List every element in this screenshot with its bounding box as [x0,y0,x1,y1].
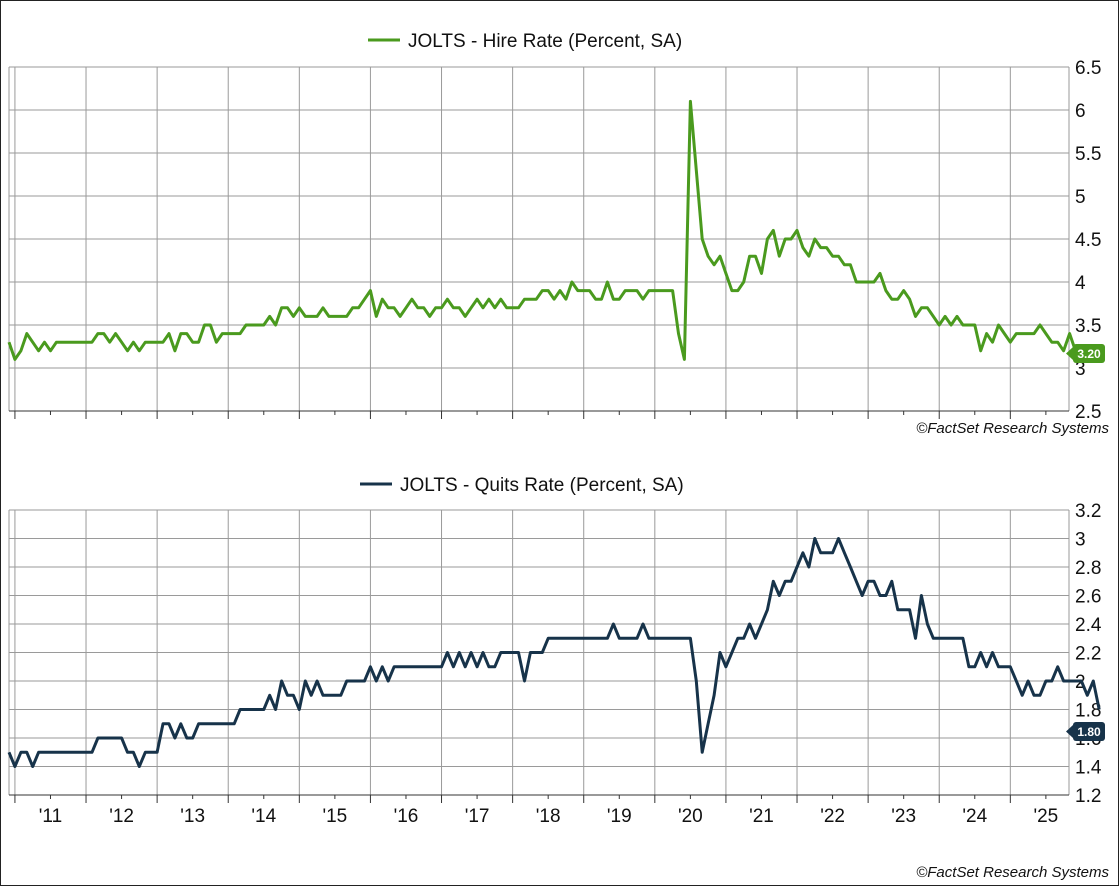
quits-rate-plot [7,537,1101,768]
legend-label-quits-rate: JOLTS - Quits Rate (Percent, SA) [400,475,684,496]
x-tick-label: '22 [820,806,845,827]
y-tick-label: 4.5 [1075,230,1101,251]
x-tick-label: '21 [749,806,774,827]
x-tick-label: '16 [394,806,419,827]
y-tick-label: 1.8 [1075,701,1101,722]
y-tick-label: 1.2 [1075,786,1101,807]
hire-rate-last-value-badge: 3.20 [1066,344,1105,363]
y-tick-label: 3 [1075,359,1086,380]
hire-rate-panel: JOLTS - Hire Rate (Percent, SA) 2.5 3 3.5 4… [7,31,1109,437]
x-tick-label: '19 [607,806,632,827]
y-tick-label: 5 [1075,187,1086,208]
x-tick-label: '20 [678,806,703,827]
x-tick-label: '23 [891,806,916,827]
quits-rate-last-value: 1.80 [1077,725,1101,739]
x-tick-label: '11 [39,806,62,827]
y-tick-label: 2.2 [1075,644,1101,665]
y-tick-label: 3.2 [1075,501,1101,522]
y-tick-label: 5.5 [1075,144,1101,165]
y-tick-label: 6.5 [1075,58,1101,79]
legend-label-hire-rate: JOLTS - Hire Rate (Percent, SA) [408,31,682,52]
y-tick-label: 2.4 [1075,615,1102,636]
hire-rate-last-value: 3.20 [1077,347,1101,361]
series-line [7,99,1077,361]
y-tick-label: 6 [1075,101,1086,122]
x-tick-label: '15 [322,806,347,827]
x-tick-label: '13 [180,806,205,827]
quits-rate-last-value-badge: 1.80 [1066,722,1105,741]
hire-rate-gridlines [8,66,1070,419]
x-tick-label: '17 [465,806,490,827]
x-tick-label: '24 [962,806,987,827]
quits-rate-legend: JOLTS - Quits Rate (Percent, SA) [360,475,684,496]
x-tick-label: '25 [1033,806,1058,827]
y-tick-label: 2.5 [1075,402,1101,423]
y-tick-label: 3 [1075,530,1086,551]
hire-rate-badge-bg [1073,344,1105,363]
x-tick-label: '14 [251,806,276,827]
hire-rate-credit: ©FactSet Research Systems [916,420,1109,437]
quits-rate-panel: JOLTS - Quits Rate (Percent, SA) 1.2 1.4 1… [7,475,1109,881]
quits-rate-y-ticks: 1.21.41.61.822.22.42.62.833.2 [1075,501,1102,807]
hire-rate-legend: JOLTS - Hire Rate (Percent, SA) [368,31,682,52]
hire-rate-plot [7,99,1077,361]
y-tick-label: 1.4 [1075,758,1102,779]
y-tick-label: 3.5 [1075,316,1101,337]
quits-rate-gridlines [8,509,1070,803]
quits-rate-badge-bg [1073,722,1105,741]
y-tick-label: 2.6 [1075,587,1101,608]
hire-rate-y-ticks: 2.5 3 3.5 4 4.5 5 5.5 6 6.5 [1075,58,1101,423]
quits-rate-credit: ©FactSet Research Systems [916,864,1109,881]
x-tick-label: '12 [109,806,134,827]
y-tick-label: 4 [1075,273,1086,294]
quits-rate-badge-pointer [1066,725,1073,738]
y-tick-label: 2.8 [1075,558,1101,579]
series-line [7,537,1101,768]
hire-rate-badge-pointer [1066,347,1073,360]
x-axis-tick-labels: '11 '12 '13 '14 '15 '16 '17 '18 '19 '20 '21 '22 '23 '… [39,806,1058,827]
x-tick-label: '18 [536,806,561,827]
